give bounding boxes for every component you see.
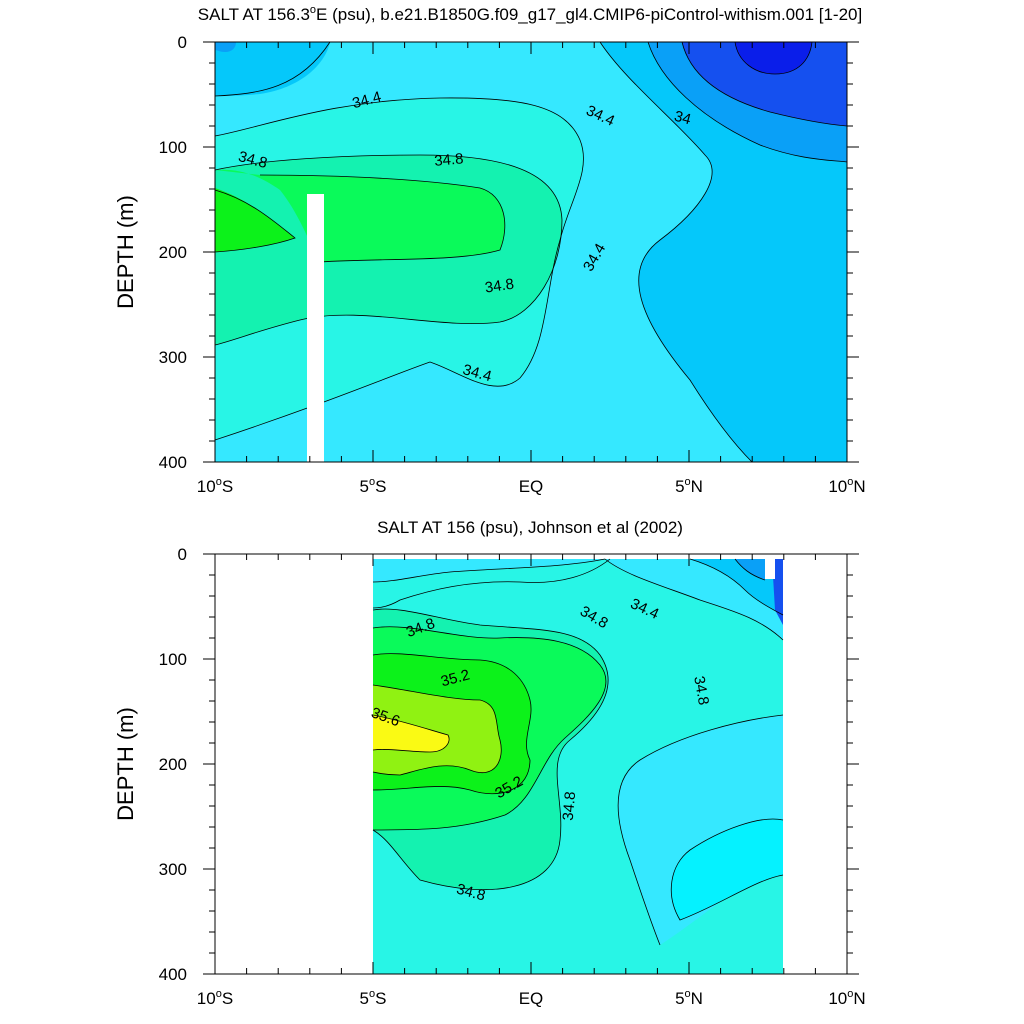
bottom-missing-data-column <box>765 559 775 579</box>
top-contour-label: 34 <box>672 108 693 129</box>
bottom-y-tick-label: 100 <box>159 650 187 669</box>
top-contour-lines <box>214 41 848 463</box>
bottom-chart-title: SALT AT 156 (psu), Johnson et al (2002) <box>377 518 683 537</box>
bottom-contour-label: 35.2 <box>439 666 472 690</box>
bottom-axis-ticks: 10oS 5oS EQ 5oN 10oN 0 100 200 300 400 <box>159 545 866 1008</box>
bottom-x-tick-label: 10oS <box>197 988 233 1008</box>
top-contour-label: 34.8 <box>236 148 269 172</box>
top-fill-34.0-south <box>215 42 236 52</box>
bottom-fill-35.6 <box>373 685 502 775</box>
top-contour-label-text: 34.4 <box>461 361 494 385</box>
bottom-x-tick-label: 5oS <box>360 988 387 1008</box>
bottom-fill-34.4-top <box>373 559 783 640</box>
top-fill-33.8-north <box>682 42 847 126</box>
top-fill-33.6-north <box>735 42 812 74</box>
top-contour-label: 34.4 <box>461 361 494 385</box>
top-contour-label: 34.8 <box>484 276 515 297</box>
top-y-tick-label: 0 <box>178 33 187 52</box>
top-fill-35.0 <box>215 169 505 262</box>
top-y-tick-label: 300 <box>159 348 187 367</box>
top-x-tick-label: 10oS <box>197 476 233 496</box>
top-y-tick-label: 100 <box>159 138 187 157</box>
bottom-x-tick-label: 10oN <box>828 988 865 1008</box>
top-x-tick-label: 5oN <box>675 476 703 496</box>
bottom-contour-label-text: 34.8 <box>690 675 712 707</box>
bottom-contour-label: 34.8 <box>455 881 488 905</box>
bottom-fill-34.0-top <box>735 559 765 580</box>
top-y-tick-label: 200 <box>159 243 187 262</box>
bottom-contour-label: 34.8 <box>560 791 579 822</box>
bottom-y-tick-label: 0 <box>178 545 187 564</box>
bottom-contour-label-text: 35.2 <box>439 666 472 690</box>
top-fill-34.2-south <box>215 42 330 96</box>
bottom-y-tick-label: 400 <box>159 965 187 984</box>
top-fill-35.2 <box>215 188 295 252</box>
top-contour-label-text: 34 <box>672 108 693 129</box>
bottom-contour-label: 34.8 <box>690 675 712 707</box>
bottom-x-tick-label: 5oN <box>675 988 703 1008</box>
top-x-tick-label: EQ <box>519 477 544 496</box>
top-missing-data-column <box>307 194 324 462</box>
top-contour-label-text: 34.8 <box>236 148 269 172</box>
bottom-contour-label-text: 34.8 <box>560 791 579 822</box>
bottom-y-tick-label: 200 <box>159 755 187 774</box>
observed-salinity-panel: SALT AT 156 (psu), Johnson et al (2002) <box>113 518 866 1008</box>
bottom-x-tick-label: EQ <box>519 989 544 1008</box>
bottom-contour-labels: 34.8 34.8 34.435.2 34.835.635.234.834.8 <box>369 595 712 905</box>
top-y-tick-label: 400 <box>159 453 187 472</box>
bottom-y-axis-label: DEPTH (m) <box>113 707 138 821</box>
top-chart-title: SALT AT 156.3oE (psu), b.e21.B1850G.f09_… <box>198 4 862 24</box>
top-axis-ticks: 10oS 5oS EQ 5oN 10oN 0 100 200 300 400 <box>159 33 866 496</box>
bottom-y-tick-label: 300 <box>159 860 187 879</box>
model-salinity-panel: SALT AT 156.3oE (psu), b.e21.B1850G.f09_… <box>113 4 866 496</box>
top-contour-label-text: 34.8 <box>434 150 465 169</box>
top-contour-label-text: 34.8 <box>484 276 515 297</box>
top-y-axis-label: DEPTH (m) <box>113 195 138 309</box>
top-contour-label: 34.4 <box>351 88 384 112</box>
top-contour-label: 34.8 <box>434 150 465 169</box>
bottom-contour-lines <box>372 558 784 946</box>
bottom-fill-35.8 <box>373 715 450 752</box>
top-contour-label-text: 34.4 <box>351 88 384 112</box>
top-x-tick-label: 10oN <box>828 476 865 496</box>
top-x-tick-label: 5oS <box>360 476 387 496</box>
bottom-contour-label-text: 34.8 <box>455 881 488 905</box>
